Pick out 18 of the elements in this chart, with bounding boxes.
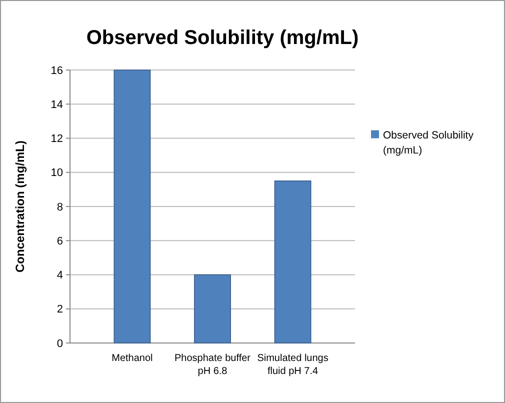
y-tick-label: 12 [50,133,63,146]
x-tick-label: Methanol [112,353,153,364]
bar [274,180,312,344]
x-tick-label: Simulated lungs fluid pH 7.4 [257,353,328,377]
y-tick-label: 0 [56,338,63,350]
chart-title: Observed Solubility (mg/mL) [86,27,359,49]
y-tick-label: 2 [56,304,63,316]
y-tick-label: 4 [56,270,63,282]
bar [194,274,231,344]
x-tick-label: Phosphate buffer pH 6.8 [174,353,252,377]
y-tick-label: 6 [56,235,63,248]
y-tick-label: 8 [56,201,63,214]
y-axis-title: Concentration (mg/mL) [13,140,27,272]
y-tick-label: 14 [50,98,63,111]
bar [114,70,151,344]
y-tick-label: 10 [50,167,63,180]
y-tick-label: 16 [50,64,63,77]
legend-label: Observed Solubility (mg/mL) [383,129,474,156]
